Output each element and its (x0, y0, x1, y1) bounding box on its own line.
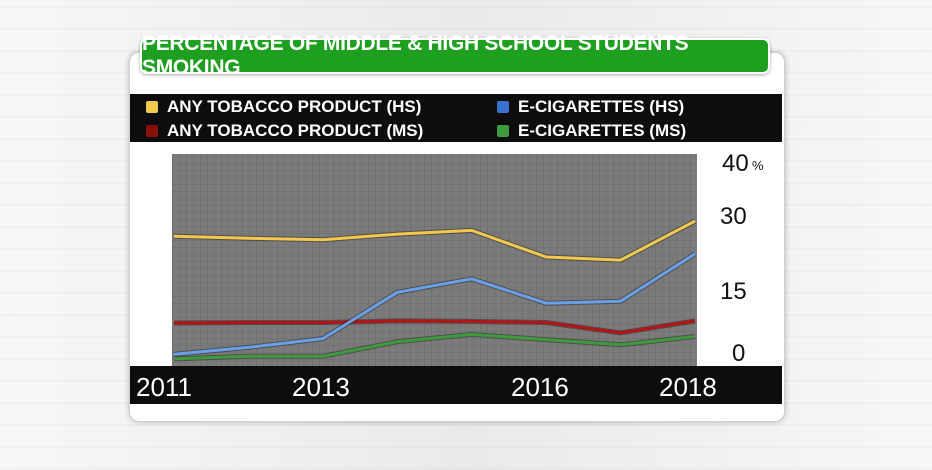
x-tick-label: 2016 (511, 372, 569, 402)
y-unit-label: % (752, 158, 764, 173)
x-tick-label: 2018 (659, 372, 717, 402)
y-tick-label: 0 (732, 340, 746, 367)
legend-swatch-tobacco-ms (146, 125, 158, 137)
chart-title: PERCENTAGE OF MIDDLE & HIGH SCHOOL STUDE… (140, 32, 770, 79)
x-tick-label: 2011 (136, 372, 192, 402)
y-tick-label: 40 (722, 150, 749, 177)
legend: ANY TOBACCO PRODUCT (HS) E-CIGARETTES (H… (130, 94, 782, 142)
series-line-0 (173, 219, 696, 262)
legend-item-ecig-ms: E-CIGARETTES (MS) (497, 121, 686, 141)
y-tick-label: 30 (720, 203, 747, 230)
legend-label-ecig-ms: E-CIGARETTES (MS) (518, 121, 687, 140)
y-tick-label: 15 (720, 278, 747, 305)
legend-swatch-tobacco-hs (146, 101, 158, 113)
legend-swatch-ecig-ms (497, 125, 509, 137)
series-line-1 (173, 252, 696, 356)
plot-area (130, 142, 782, 368)
legend-label-tobacco-hs: ANY TOBACCO PRODUCT (HS) (167, 97, 422, 116)
legend-label-ecig-hs: E-CIGARETTES (HS) (518, 97, 685, 116)
legend-item-ecig-hs: E-CIGARETTES (HS) (497, 97, 684, 117)
series-line-3 (173, 332, 696, 361)
legend-label-tobacco-ms: ANY TOBACCO PRODUCT (MS) (167, 121, 424, 140)
legend-swatch-ecig-hs (497, 101, 509, 113)
x-tick-label: 2013 (292, 372, 350, 402)
series-line-2 (173, 319, 696, 335)
legend-item-tobacco-ms: ANY TOBACCO PRODUCT (MS) (146, 121, 423, 141)
series-layer (173, 218, 697, 362)
x-axis-bar (130, 366, 782, 404)
legend-item-tobacco-hs: ANY TOBACCO PRODUCT (HS) (146, 97, 421, 117)
